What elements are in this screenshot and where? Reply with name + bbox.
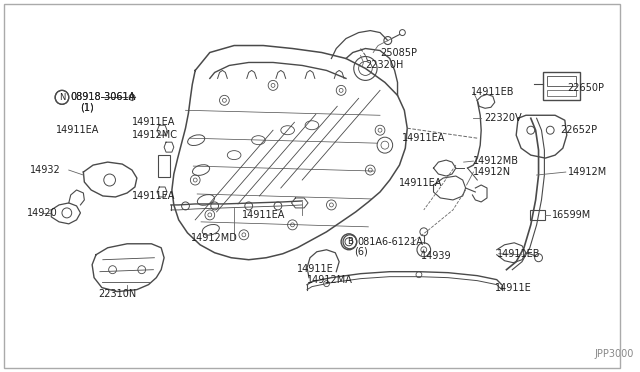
Text: 08918-3061A: 08918-3061A (71, 92, 136, 102)
Text: 14911EB: 14911EB (472, 87, 515, 97)
Text: 25085P: 25085P (380, 48, 417, 58)
Text: (1): (1) (81, 102, 94, 112)
Text: 14911EA: 14911EA (403, 133, 446, 143)
Text: N: N (59, 93, 65, 102)
Text: 14912M: 14912M (568, 167, 607, 177)
Text: 081A6-6121A: 081A6-6121A (358, 237, 424, 247)
Bar (530, 210, 545, 220)
Text: 14911EB: 14911EB (497, 249, 540, 259)
Text: 14912MD: 14912MD (191, 233, 238, 243)
Bar (547, 76, 577, 86)
Text: 14912MA: 14912MA (307, 275, 353, 285)
Bar (158, 155, 170, 177)
Bar (547, 90, 577, 96)
Text: 14920: 14920 (27, 208, 58, 218)
Text: 14911EA: 14911EA (132, 117, 175, 127)
Bar (543, 73, 580, 100)
Text: 14911E: 14911E (495, 283, 532, 293)
Text: B: B (347, 237, 353, 246)
Text: 22650P: 22650P (568, 83, 605, 93)
Text: 14911EA: 14911EA (56, 125, 99, 135)
Text: 14911E: 14911E (298, 264, 334, 274)
Text: 14911EA: 14911EA (242, 210, 285, 220)
Text: (6): (6) (354, 247, 367, 257)
Text: (1): (1) (81, 102, 94, 112)
Text: 14912MB: 14912MB (474, 156, 520, 166)
Text: 08918-3061A: 08918-3061A (71, 92, 136, 102)
Text: 16599M: 16599M (552, 210, 591, 220)
Text: 22310N: 22310N (98, 289, 136, 299)
Text: 14932: 14932 (30, 165, 61, 175)
Text: 14911EA: 14911EA (399, 178, 442, 188)
Text: 22320H: 22320H (365, 61, 404, 70)
Text: 22320V: 22320V (484, 113, 522, 123)
Text: 14912N: 14912N (474, 167, 511, 177)
Text: 14912MC: 14912MC (132, 130, 178, 140)
Text: 14911EA: 14911EA (132, 191, 175, 201)
Text: JPP3000: JPP3000 (594, 349, 634, 359)
Text: 14939: 14939 (421, 251, 451, 261)
Text: 22652P: 22652P (560, 125, 597, 135)
